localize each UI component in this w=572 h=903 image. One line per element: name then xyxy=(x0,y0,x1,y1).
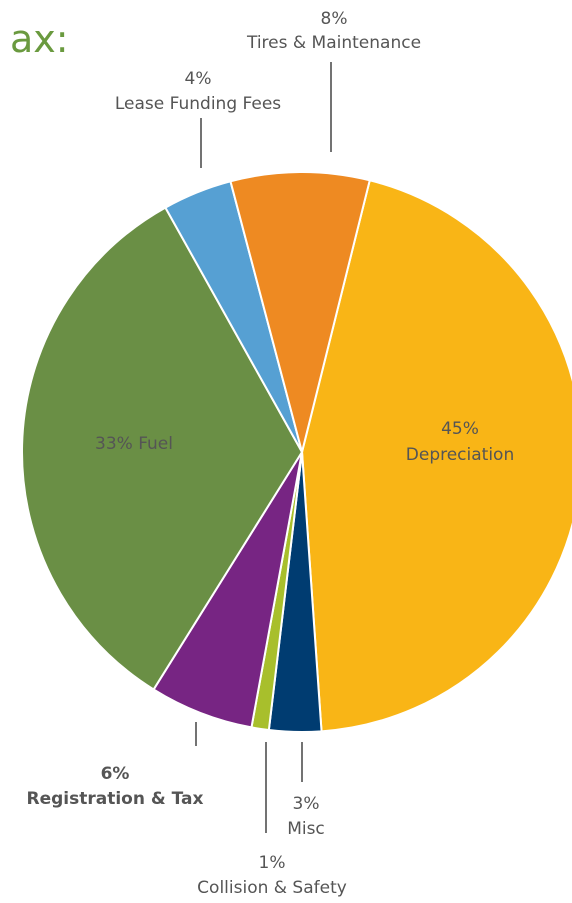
label-depreciation-name: Depreciation xyxy=(406,445,514,465)
pie-slice-tires-maintenance xyxy=(229,171,371,453)
label-misc-name: Misc xyxy=(287,819,325,839)
label-registration-percent: 6% xyxy=(101,764,130,784)
chart-title-fragment: ax: xyxy=(10,17,69,61)
label-fuel: 33% Fuel xyxy=(95,434,173,454)
label-collision-percent: 1% xyxy=(259,853,286,873)
pie-slice-depreciation xyxy=(300,179,572,733)
label-tires-percent: 8% xyxy=(321,9,348,29)
label-tires-name: Tires & Maintenance xyxy=(246,33,421,53)
label-misc-percent: 3% xyxy=(293,794,320,814)
label-lease-percent: 4% xyxy=(185,69,212,89)
pie-slices xyxy=(21,171,572,733)
label-depreciation-percent: 45% xyxy=(441,419,479,439)
label-collision-name: Collision & Safety xyxy=(197,878,347,898)
label-lease-name: Lease Funding Fees xyxy=(115,94,281,114)
label-registration-name: Registration & Tax xyxy=(27,789,204,809)
